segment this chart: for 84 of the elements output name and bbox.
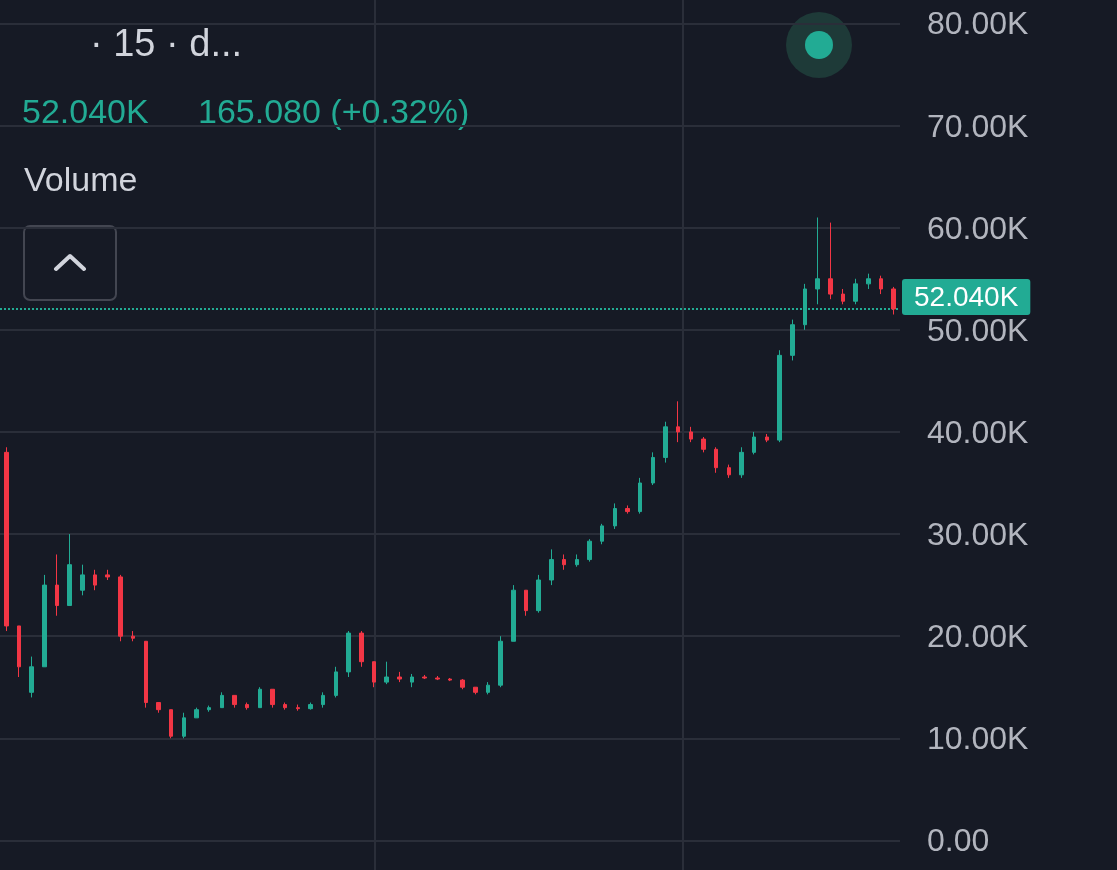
candlestick (524, 589, 528, 617)
candlestick (296, 704, 300, 712)
candlestick (283, 702, 287, 711)
annotation: 165.080 (+0.32%) (198, 92, 470, 131)
candlestick (600, 523, 604, 545)
candlestick (359, 630, 364, 668)
candlestick (29, 656, 34, 698)
candlestick (156, 702, 161, 714)
candlestick (689, 426, 693, 443)
candlestick (460, 678, 465, 690)
y-tick-label: 30.00K (927, 516, 1029, 553)
candlestick (372, 661, 376, 688)
candlestick (498, 635, 503, 688)
candlestick (55, 553, 59, 617)
y-tick-label: 0.00 (927, 822, 990, 859)
candlestick (308, 702, 313, 711)
candlestick (245, 702, 249, 711)
candlestick (663, 421, 668, 464)
candlestick (511, 584, 516, 642)
candlestick (879, 275, 883, 295)
candlestick (587, 538, 592, 563)
candlestick (4, 446, 9, 632)
y-tick-label: 60.00K (927, 209, 1029, 246)
candlestick (815, 217, 820, 305)
candlestick (853, 278, 858, 305)
candlestick (790, 319, 795, 361)
candlestick (80, 564, 85, 596)
candlestick (334, 666, 338, 698)
candlestick (549, 548, 554, 586)
candlestick (486, 681, 490, 695)
candlestick (701, 436, 706, 453)
candlestick (118, 574, 123, 642)
candlestick (258, 686, 262, 709)
candlestick (714, 446, 718, 474)
text: · 15 · d... (90, 22, 243, 65)
y-tick-label: 50.00K (927, 311, 1029, 348)
candlestick (410, 673, 414, 688)
candlestick (613, 502, 617, 530)
y-tick-label: 80.00K (927, 5, 1029, 42)
candlestick (841, 288, 845, 305)
candlestick (891, 286, 896, 316)
annotation: Volume (24, 160, 138, 199)
candlestick (739, 446, 744, 479)
ref-line-label: 52.040K (914, 281, 1019, 313)
candlestick (765, 433, 769, 443)
candlestick (866, 273, 871, 290)
candlestick (220, 691, 224, 709)
candlestick (777, 349, 782, 443)
candlestick (448, 677, 452, 682)
candlestick (473, 686, 478, 695)
candlestick (562, 553, 566, 571)
candlestick (232, 694, 237, 709)
candlestick (93, 569, 97, 591)
candlestick (575, 553, 579, 568)
candlestick (625, 504, 630, 515)
candlestick (207, 705, 211, 713)
y-tick-label: 10.00K (927, 720, 1029, 757)
candlestick (727, 464, 731, 479)
candlestick (169, 709, 173, 739)
candlestick (422, 674, 427, 680)
candlestick (752, 431, 756, 455)
candlestick (182, 712, 186, 739)
candlestick (384, 661, 389, 685)
candlestick (397, 671, 402, 683)
candlestick (536, 574, 541, 614)
candlestick (144, 640, 148, 709)
candlestick (676, 400, 680, 443)
candlestick (42, 574, 47, 668)
candlestick (67, 533, 72, 607)
candlestick (17, 625, 21, 678)
candlestick (828, 222, 833, 300)
annotation: 52.040K (22, 92, 149, 131)
candlestick (105, 569, 110, 581)
candlestick (346, 630, 351, 678)
candlestick (651, 451, 655, 486)
y-tick-label: 40.00K (927, 413, 1029, 450)
y-tick-label: 20.00K (927, 618, 1029, 655)
candlestick (435, 675, 440, 681)
candlestick (638, 477, 642, 515)
candlestick (321, 691, 325, 709)
y-tick-label: 70.00K (927, 107, 1029, 144)
candlestick (194, 707, 199, 719)
candlestick (270, 688, 275, 709)
candlestick (131, 630, 135, 642)
